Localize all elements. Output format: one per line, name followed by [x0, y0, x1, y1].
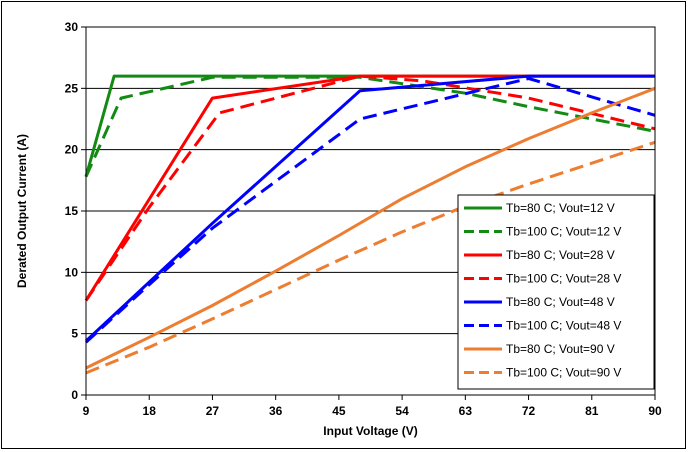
legend-label: Tb=100 C; Vout=90 V [506, 366, 621, 380]
legend-label: Tb=80 C; Vout=90 V [506, 342, 615, 356]
y-axis-title: Derated Output Current (A) [15, 134, 29, 288]
x-tick-label: 45 [332, 404, 346, 418]
y-tick-label: 25 [65, 81, 79, 95]
x-tick-label: 90 [648, 404, 662, 418]
legend-label: Tb=100 C; Vout=28 V [506, 272, 621, 286]
x-tick-label: 81 [585, 404, 599, 418]
x-tick-label: 18 [143, 404, 157, 418]
series-line-5 [84, 74, 655, 343]
legend: Tb=80 C; Vout=12 V Tb=100 C; Vout=12 V Tb=… [457, 194, 655, 390]
legend-label: Tb=100 C; Vout=12 V [506, 225, 621, 239]
series-line-8 [85, 140, 656, 375]
legend-label: Tb=80 C; Vout=48 V [506, 295, 615, 309]
x-tick-label: 36 [269, 404, 283, 418]
legend-label: Tb=80 C; Vout=12 V [506, 201, 615, 215]
series-lines [84, 74, 656, 375]
legend-label: Tb=80 C; Vout=28 V [506, 248, 615, 262]
y-tick-label: 20 [65, 143, 79, 157]
x-tick-label: 72 [522, 404, 536, 418]
x-axis-title: Input Voltage (V) [323, 424, 417, 438]
y-tick-label: 5 [71, 327, 78, 341]
series-line-3 [84, 74, 655, 302]
series-line-4 [84, 74, 656, 302]
series-line-7 [85, 86, 656, 370]
x-tick-label: 27 [206, 404, 220, 418]
y-tick-label: 30 [65, 20, 79, 34]
legend-label: Tb=100 C; Vout=48 V [506, 319, 621, 333]
legend-box [457, 194, 655, 390]
x-tick-label: 63 [459, 404, 473, 418]
series-line-6 [84, 77, 656, 344]
x-tick-label: 54 [395, 404, 409, 418]
y-tick-label: 15 [65, 204, 79, 218]
y-tick-label: 10 [65, 265, 79, 279]
axis-ticks: 0 5 10 15 20 25 30 9 18 27 36 45 54 63 72 81 90 [65, 20, 662, 418]
y-tick-label: 0 [71, 388, 78, 402]
x-tick-label: 9 [83, 404, 90, 418]
